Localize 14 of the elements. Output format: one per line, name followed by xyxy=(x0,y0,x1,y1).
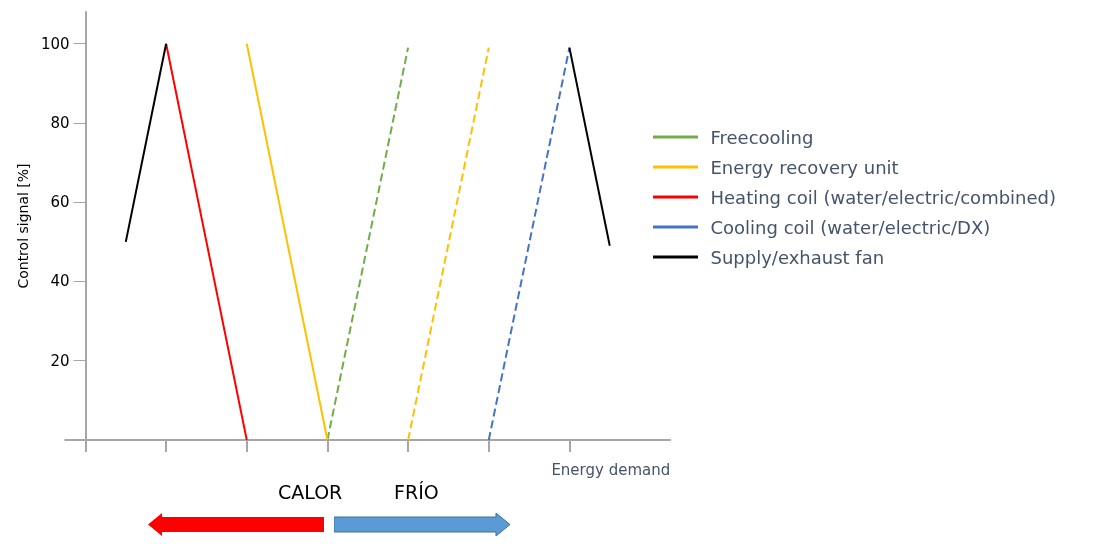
legend-label: Cooling coil (water/electric/DX) xyxy=(710,216,991,238)
legend-label: Freecooling xyxy=(710,126,814,148)
y-tick-label: 60 xyxy=(50,193,70,212)
x-axis-title: Energy demand xyxy=(551,460,671,479)
y-tick-label: 80 xyxy=(50,113,70,132)
legend-label: Heating coil (water/electric/combined) xyxy=(710,186,1057,208)
y-tick-label: 20 xyxy=(50,351,70,370)
y-tick-label: 40 xyxy=(50,272,70,291)
y-axis-title: Control signal [%] xyxy=(15,163,31,289)
y-tick-label: 100 xyxy=(40,34,70,53)
legend-label: Supply/exhaust fan xyxy=(710,246,885,268)
legend-label: Energy recovery unit xyxy=(710,156,899,178)
text: CALOR xyxy=(277,480,343,503)
text: FRÍO xyxy=(393,480,439,503)
